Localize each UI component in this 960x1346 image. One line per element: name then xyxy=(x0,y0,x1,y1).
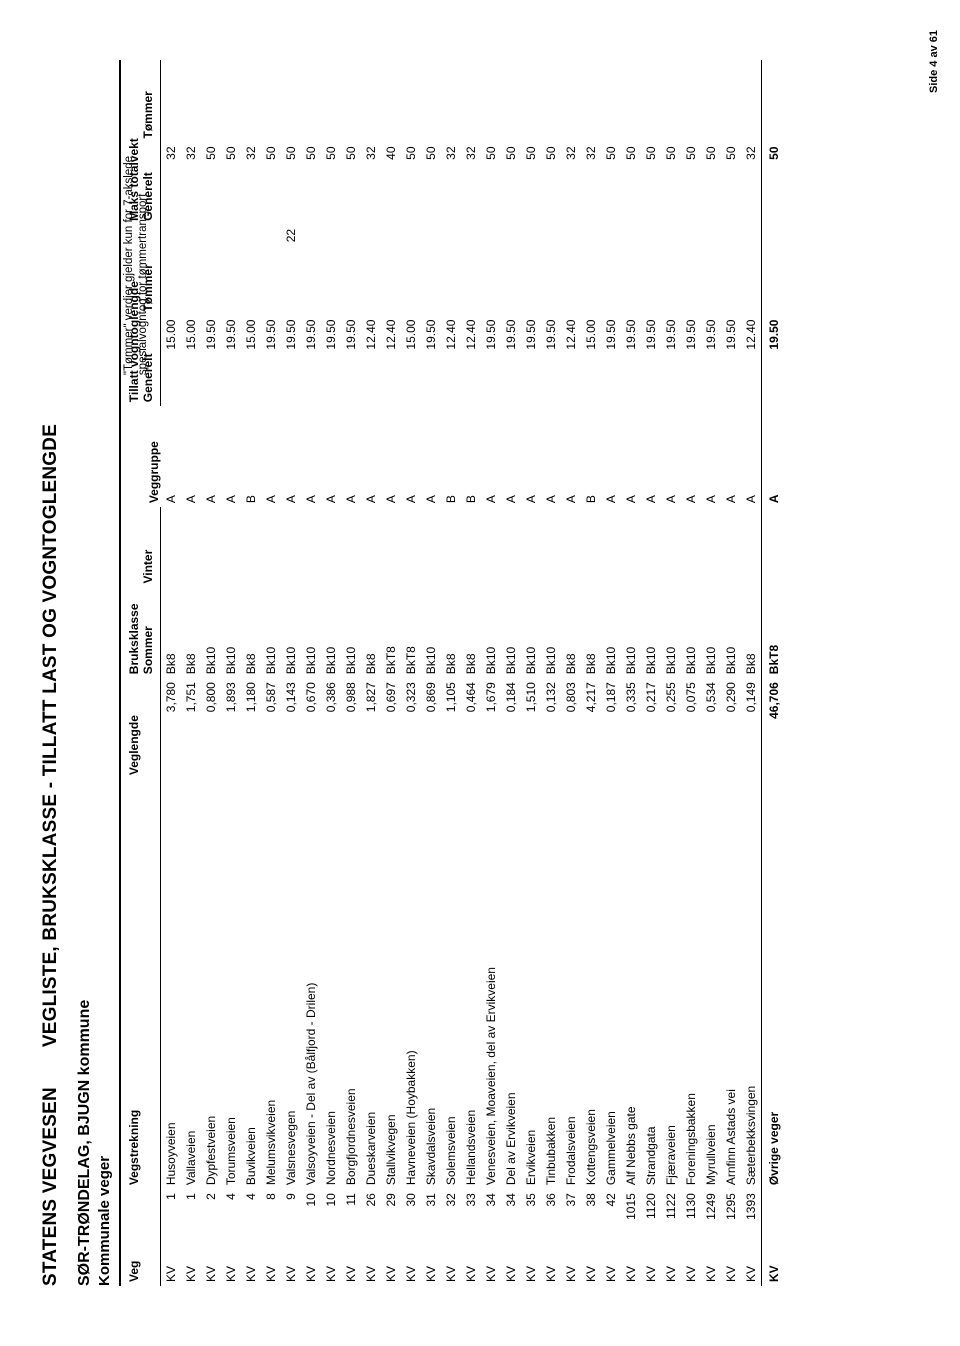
tommer-note: "Tømmer" verdier gjelder kun for 7-aksle… xyxy=(122,156,151,375)
th-veglengde: Veglengde xyxy=(120,678,141,779)
table-row: KV29Stallvikvegen0,697BkT8A12.4040 xyxy=(381,60,401,1286)
table-row: KV26Dueskarveien1,827Bk8A12.4032 xyxy=(361,60,381,1286)
table-row: KV36Tinbubakken0,132Bk10A19.5050 xyxy=(541,60,561,1286)
table-row: KV32Solemsveien1,105Bk8B12.4032 xyxy=(441,60,461,1286)
th-veggruppe: Veggruppe xyxy=(120,406,161,507)
th-vegstrekning: Vegstrekning xyxy=(120,779,141,1189)
th-vinter: Vinter xyxy=(141,507,161,587)
table-row: KV1393Sæterbekksvingen0,149Bk8A12.4032 xyxy=(741,60,762,1286)
subtitle: SØR-TRØNDELAG, BJUGN kommune xyxy=(76,60,94,1286)
th-veg: Veg xyxy=(120,1189,141,1286)
table-row: KV1120Strandgata0,217Bk10A19.5050 xyxy=(641,60,661,1286)
th-maks-tom: Tømmer xyxy=(141,60,161,143)
table-row: KV2Dypfestveien0,800Bk10A19.5050 xyxy=(201,60,221,1286)
note-line1: "Tømmer" verdier gjelder kun for 7-aksle… xyxy=(123,156,135,375)
page-footer: Side 4 av 61 xyxy=(928,30,940,93)
table-row: KV35Ervikveien1,510Bk10A19.5050 xyxy=(521,60,541,1286)
table-row: KV34Del av Ervikveien0,184Bk10A19.5050 xyxy=(501,60,521,1286)
table-row: KV38Kottengsveien4,217Bk8B15.0032 xyxy=(581,60,601,1286)
table-row: KV10Valsoyveien - Del av (Bålfjord - Dri… xyxy=(301,60,321,1286)
table-row: KV1249Myrullveien0,534Bk10A19.5050 xyxy=(701,60,721,1286)
table-row: KV4Buvikveien1,180Bk8B15.0032 xyxy=(241,60,261,1286)
table-row: KVØvrige veger46,706BkT8A19.5050 xyxy=(762,60,785,1286)
subtitle2: Kommunale veger xyxy=(96,60,113,1286)
table-row: KV1015Alf Nebbs gate0,335Bk10A19.5050 xyxy=(621,60,641,1286)
table-row: KV1122Fjæraveien0,255Bk10A19.5050 xyxy=(661,60,681,1286)
th-sommer: Sommer xyxy=(141,588,161,679)
table-row: KV1295Arnfinn Astads vei0,290Bk10A19.505… xyxy=(721,60,741,1286)
table-row: KV37Frodalsveien0,803Bk8A12.4032 xyxy=(561,60,581,1286)
note-line2: spesialvogntog for tømmertransport xyxy=(137,194,149,376)
table-row: KV1Vallaveien1,751Bk8A15.0032 xyxy=(181,60,201,1286)
table-row: KV4Torumsveien1,893Bk10A19.5050 xyxy=(221,60,241,1286)
page-title: STATENS VEGVESEN VEGLISTE, BRUKSKLASSE - … xyxy=(40,60,62,1286)
table-row: KV30Havneveien (Hoybakken)0,323BkT8A15.0… xyxy=(401,60,421,1286)
title-right: VEGLISTE, BRUKSKLASSE - TILLATT LAST OG … xyxy=(40,424,61,1047)
table-row: KV11Borgfjordnesveien0,988Bk10A19.5050 xyxy=(341,60,361,1286)
table-row: KV31Skavdalsveien0,869Bk10A19.5050 xyxy=(421,60,441,1286)
title-left: STATENS VEGVESEN xyxy=(40,1087,61,1286)
table-row: KV10Nordnesveien0,386Bk10A19.5050 xyxy=(321,60,341,1286)
table-row: KV9Valsnesvegen0,143Bk10A19.502250 xyxy=(281,60,301,1286)
th-bruksklasse: Bruksklasse xyxy=(120,507,141,678)
table-row: KV8Melumsvikveien0,587Bk10A19.5050 xyxy=(261,60,281,1286)
table-row: KV1130Foreningsbakken0,075Bk10A19.5050 xyxy=(681,60,701,1286)
road-table: Veg Vegstrekning Veglengde Bruksklasse V… xyxy=(119,60,784,1286)
table-row: KV34Venesveien, Moaveien, del av Ervikve… xyxy=(481,60,501,1286)
table-body: KV1Husoyveien3,780Bk8A15.0032KV1Vallavei… xyxy=(161,60,785,1286)
table-row: KV42Gammelveien0,187Bk10A19.5050 xyxy=(601,60,621,1286)
table-row: KV1Husoyveien3,780Bk8A15.0032 xyxy=(161,60,182,1286)
table-row: KV33Hellandsveien0,464Bk8B12.4032 xyxy=(461,60,481,1286)
